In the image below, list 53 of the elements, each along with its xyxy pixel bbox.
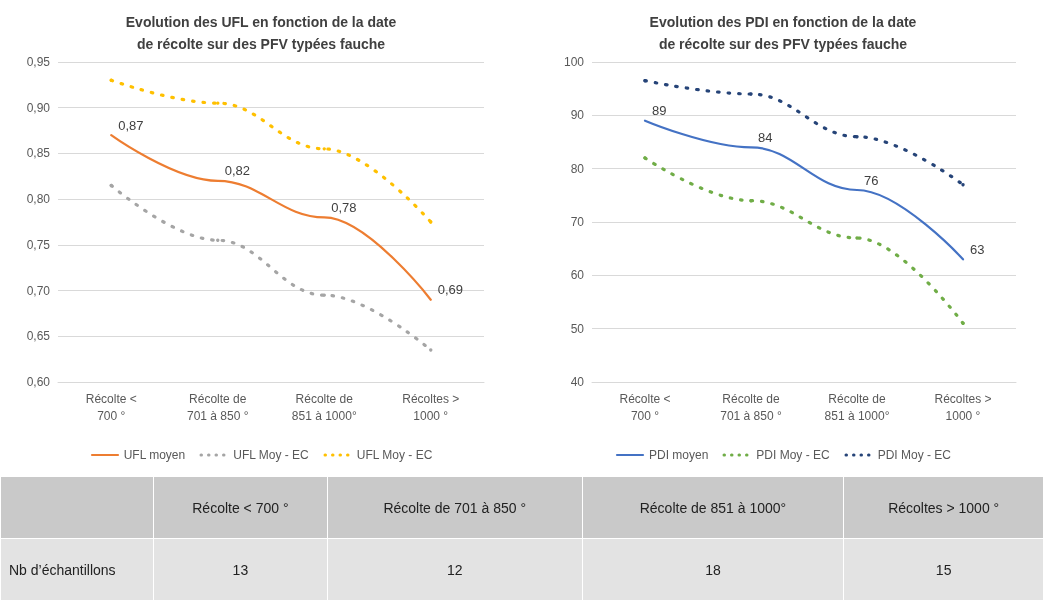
line-series [643,119,965,261]
data-label: 0,78 [331,199,357,215]
legend-label: UFL moyen [123,448,186,462]
data-label: 18 [582,538,844,601]
data-label: 89 [652,103,667,119]
data-label: 63 [970,241,985,257]
category-label: Récolte < 700 ° [153,476,328,539]
y-tick-label: 0,65 [26,329,51,344]
legend-label: UFL Moy - EC [356,448,433,462]
category-label: Récoltes > 1000 ° [843,476,1044,539]
line-series [110,134,432,301]
y-tick-label: 60 [570,268,585,283]
y-tick-label: 0,60 [26,375,51,389]
chart-title: Evolution des PDI en fonction de la date de récolte sur des PFV typées fauche [649,14,917,52]
x-tick-label: Récolte < 700 ° [85,391,137,423]
y-tick-label: 0,85 [26,146,51,161]
data-label: 13 [153,538,328,601]
category-label: Récolte de 851 à 1000° [582,476,844,539]
data-label: 84 [758,129,773,145]
x-tick-label: Récoltes > 1000 ° [402,391,460,423]
y-tick-label: 80 [570,161,585,176]
y-tick-label: 0,90 [26,100,51,115]
line-series [643,156,965,325]
y-tick-label: 50 [570,321,585,336]
line-series [109,78,433,224]
data-label: 76 [864,172,879,188]
y-tick-label: 90 [570,108,585,123]
data-label: 15 [843,538,1044,601]
x-tick-label: Récolte de 701 à 850 ° [186,391,249,423]
chart-title: Evolution des UFL en fonction de la date de récolte sur des PFV typées fauche [125,14,397,52]
legend-label: UFL Moy - EC [233,448,309,462]
y-tick-label: 0,95 [26,55,51,69]
y-tick-label: 0,80 [26,192,51,207]
data-label: 0,82 [224,163,251,179]
x-tick-label: Récolte < 700 ° [619,391,671,423]
y-tick-label: 0,75 [26,237,51,252]
y-tick-label: 70 [570,215,585,229]
data-label: 0,87 [118,117,144,133]
x-tick-label: Récoltes > 1000 ° [934,391,992,423]
x-tick-label: Récolte de 701 à 850 ° [720,391,782,423]
text: Nb d’échantillons [0,538,154,601]
legend-label: PDI moyen [648,448,709,462]
legend-label: PDI Moy - EC [877,448,952,462]
y-tick-label: 0,70 [26,283,51,298]
line-series [643,79,965,187]
data-label: 0,69 [437,282,464,298]
legend-label: PDI Moy - EC [756,448,830,462]
x-tick-label: Récolte de 851 à 1000° [824,391,890,423]
y-tick-label: 100 [563,55,585,69]
x-tick-label: Récolte de 851 à 1000° [291,391,357,423]
category-label: Récolte de 701 à 850 ° [327,476,583,539]
data-label: 12 [327,538,583,601]
y-tick-label: 40 [570,375,585,389]
